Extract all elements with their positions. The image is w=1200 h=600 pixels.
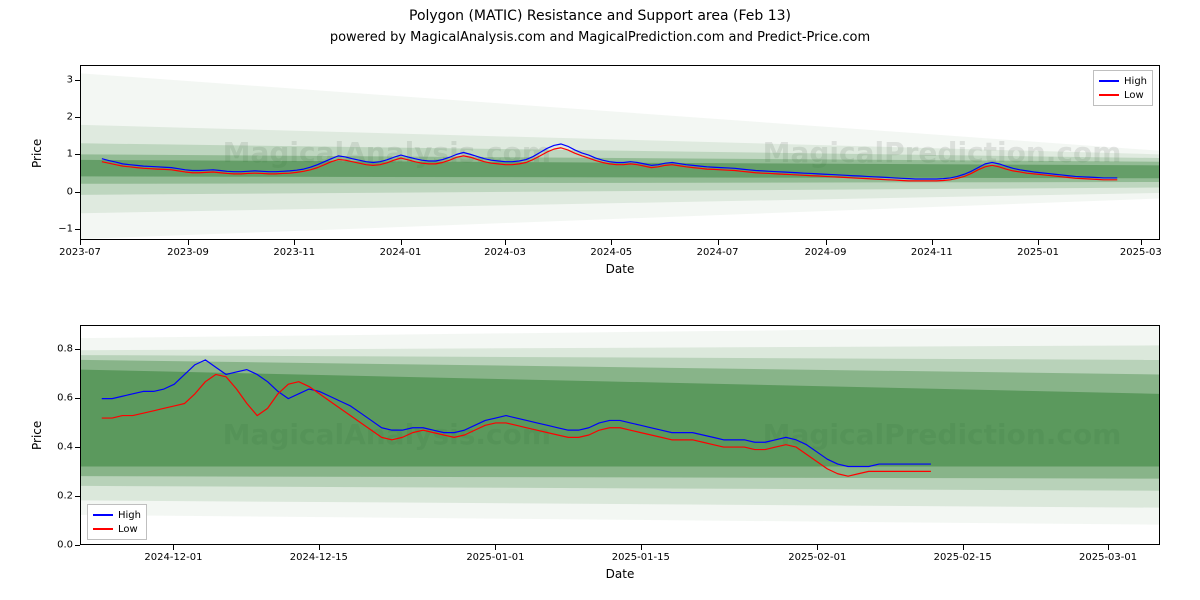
top-chart-axes: MagicalAnalysis.com MagicalPrediction.co…	[80, 65, 1160, 240]
xtick-mark	[294, 240, 295, 245]
top-chart-legend: High Low	[1093, 70, 1153, 106]
xtick-mark	[641, 545, 642, 550]
top-chart-xlabel: Date	[80, 262, 1160, 276]
xtick-mark	[1141, 240, 1142, 245]
legend-item: Low	[93, 522, 141, 536]
xtick-label: 2025-01-15	[612, 552, 670, 563]
legend-item: High	[93, 508, 141, 522]
top-chart-plot-area	[81, 66, 1159, 239]
xtick-label: 2024-12-01	[144, 552, 202, 563]
ytick-mark	[75, 80, 80, 81]
ytick-mark	[75, 229, 80, 230]
ytick-mark	[75, 192, 80, 193]
xtick-mark	[188, 240, 189, 245]
legend-item: Low	[1099, 88, 1147, 102]
bottom-chart-xlabel: Date	[80, 567, 1160, 581]
xtick-label: 2024-11	[911, 247, 953, 258]
xtick-label: 2023-09	[167, 247, 209, 258]
legend-swatch	[93, 514, 113, 516]
legend-label: High	[118, 510, 141, 521]
bottom-chart-axes: MagicalAnalysis.com MagicalPrediction.co…	[80, 325, 1160, 545]
ytick-label: 2	[45, 112, 73, 123]
xtick-label: 2024-05	[590, 247, 632, 258]
bottom-chart-ylabel: Price	[30, 421, 44, 450]
xtick-label: 2025-03-01	[1079, 552, 1137, 563]
xtick-label: 2025-03	[1120, 247, 1162, 258]
top-chart-ylabel: Price	[30, 138, 44, 167]
ytick-label: 0.0	[45, 540, 73, 551]
ytick-label: 1	[45, 149, 73, 160]
figure: Polygon (MATIC) Resistance and Support a…	[0, 0, 1200, 600]
xtick-label: 2024-07	[697, 247, 739, 258]
xtick-mark	[401, 240, 402, 245]
legend-label: High	[1124, 76, 1147, 87]
xtick-mark	[932, 240, 933, 245]
xtick-label: 2024-01	[380, 247, 422, 258]
ytick-mark	[75, 447, 80, 448]
xtick-mark	[1108, 545, 1109, 550]
xtick-mark	[319, 545, 320, 550]
ytick-mark	[75, 398, 80, 399]
legend-label: Low	[118, 524, 138, 535]
xtick-label: 2023-11	[273, 247, 315, 258]
legend-swatch	[93, 528, 113, 530]
ytick-mark	[75, 545, 80, 546]
ytick-label: 0.4	[45, 442, 73, 453]
xtick-mark	[173, 545, 174, 550]
ytick-label: 0.6	[45, 393, 73, 404]
ytick-label: 0.8	[45, 344, 73, 355]
xtick-label: 2025-01	[1017, 247, 1059, 258]
legend-item: High	[1099, 74, 1147, 88]
xtick-mark	[611, 240, 612, 245]
ytick-mark	[75, 154, 80, 155]
xtick-mark	[495, 545, 496, 550]
ytick-label: 3	[45, 74, 73, 85]
xtick-mark	[505, 240, 506, 245]
ytick-label: 0	[45, 186, 73, 197]
ytick-label: −1	[45, 223, 73, 234]
xtick-mark	[80, 240, 81, 245]
xtick-label: 2024-03	[484, 247, 526, 258]
xtick-label: 2025-02-01	[788, 552, 846, 563]
xtick-label: 2025-02-15	[934, 552, 992, 563]
xtick-mark	[718, 240, 719, 245]
xtick-label: 2025-01-01	[466, 552, 524, 563]
xtick-mark	[1038, 240, 1039, 245]
legend-label: Low	[1124, 90, 1144, 101]
ytick-mark	[75, 117, 80, 118]
xtick-mark	[963, 545, 964, 550]
ytick-mark	[75, 496, 80, 497]
xtick-label: 2024-12-15	[290, 552, 348, 563]
xtick-label: 2023-07	[59, 247, 101, 258]
legend-swatch	[1099, 80, 1119, 82]
xtick-mark	[817, 545, 818, 550]
xtick-label: 2024-09	[805, 247, 847, 258]
ytick-label: 0.2	[45, 491, 73, 502]
chart-title: Polygon (MATIC) Resistance and Support a…	[0, 8, 1200, 24]
bottom-chart-legend: High Low	[87, 504, 147, 540]
bottom-chart-plot-area	[81, 326, 1159, 544]
legend-swatch	[1099, 94, 1119, 96]
xtick-mark	[826, 240, 827, 245]
ytick-mark	[75, 349, 80, 350]
chart-subtitle: powered by MagicalAnalysis.com and Magic…	[0, 30, 1200, 45]
